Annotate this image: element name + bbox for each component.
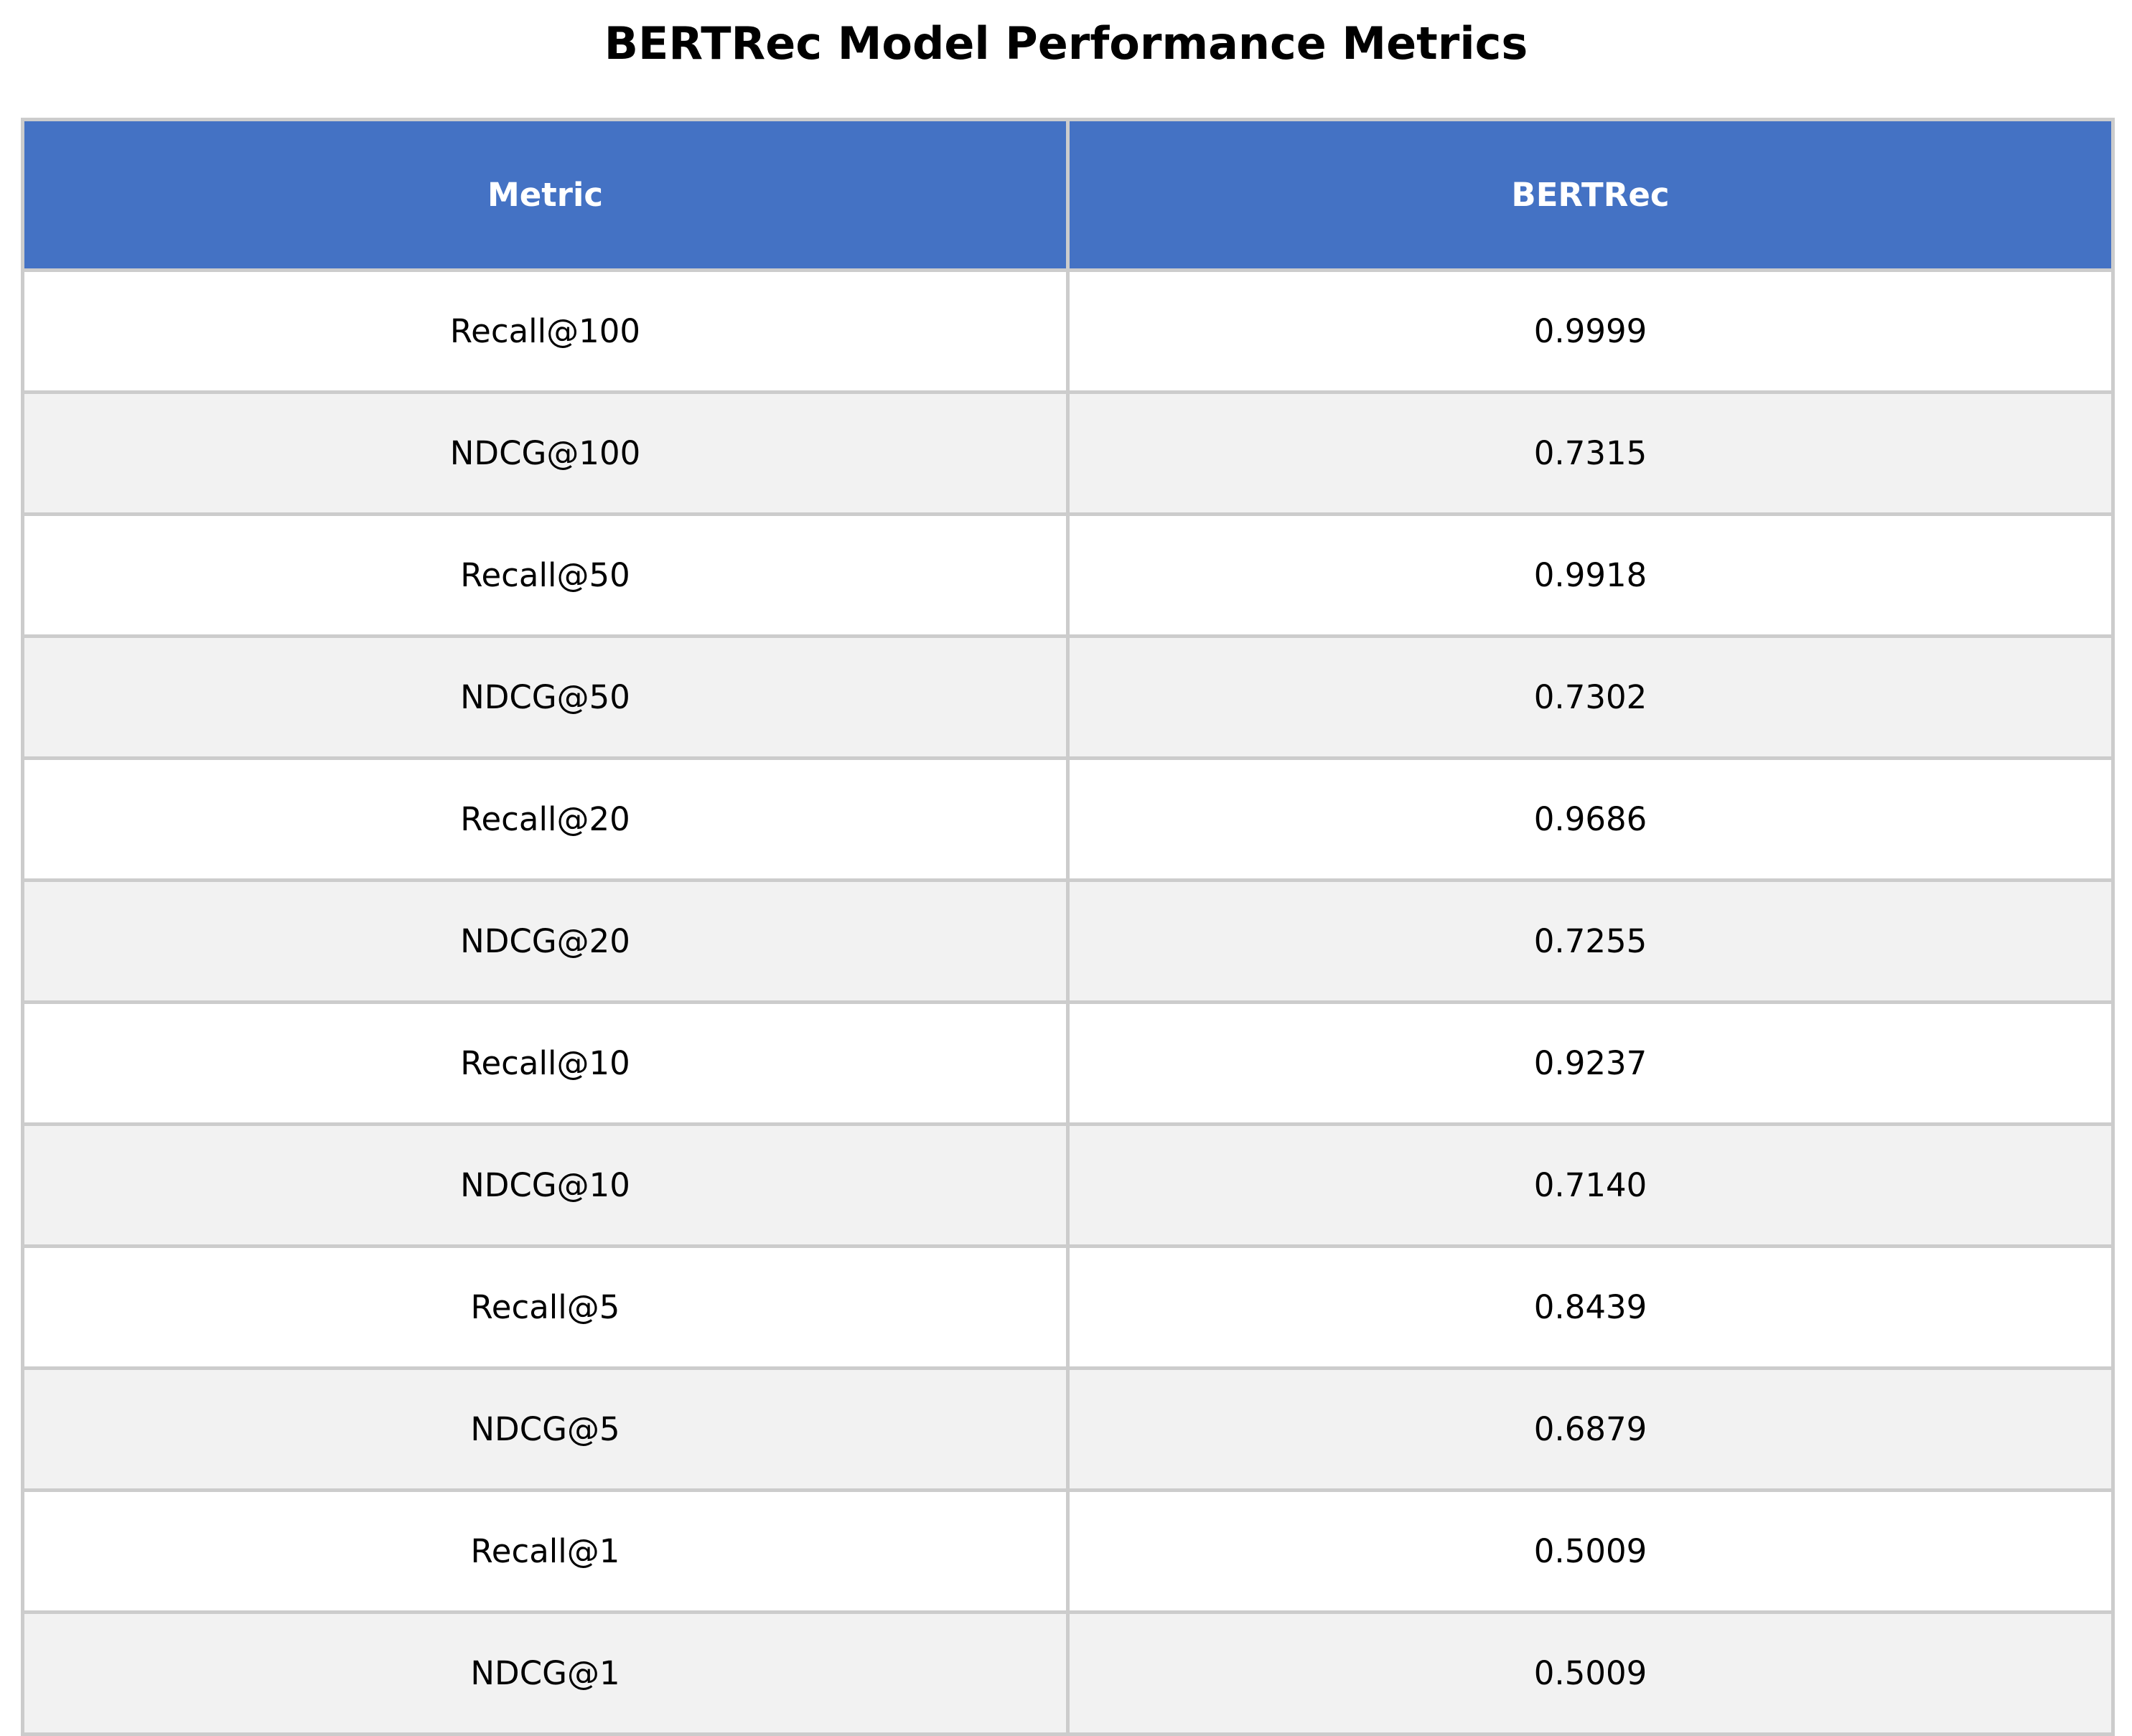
- metric-name-cell: NDCG@20: [21, 878, 1070, 1004]
- chart-title: BERTRec Model Performance Metrics: [604, 17, 1528, 70]
- metric-value-cell: 0.7302: [1066, 634, 2115, 760]
- metric-name-cell: Recall@50: [21, 512, 1070, 638]
- metric-value-cell: 0.9918: [1066, 512, 2115, 638]
- table-row: NDCG@1 0.5009: [21, 1610, 2115, 1736]
- table-row: NDCG@10 0.7140: [21, 1122, 2115, 1248]
- table-row: NDCG@100 0.7315: [21, 390, 2115, 516]
- table-row: NDCG@5 0.6879: [21, 1366, 2115, 1492]
- table-row: Recall@20 0.9686: [21, 756, 2115, 882]
- metric-value-cell: 0.7315: [1066, 390, 2115, 516]
- column-header-bertrec: BERTRec: [1066, 118, 2115, 272]
- column-header-metric: Metric: [21, 118, 1070, 272]
- metric-value-cell: 0.9237: [1066, 1000, 2115, 1126]
- metric-value-cell: 0.7140: [1066, 1122, 2115, 1248]
- metric-name-cell: NDCG@50: [21, 634, 1070, 760]
- metric-value-cell: 0.5009: [1066, 1610, 2115, 1736]
- metric-name-cell: Recall@5: [21, 1244, 1070, 1370]
- table-header-row: Metric BERTRec: [21, 118, 2115, 272]
- metric-name-cell: Recall@1: [21, 1488, 1070, 1614]
- metric-value-cell: 0.9999: [1066, 268, 2115, 394]
- table-row: Recall@1 0.5009: [21, 1488, 2115, 1614]
- metric-name-cell: Recall@10: [21, 1000, 1070, 1126]
- table-row: NDCG@50 0.7302: [21, 634, 2115, 760]
- metric-value-cell: 0.7255: [1066, 878, 2115, 1004]
- table-row: Recall@50 0.9918: [21, 512, 2115, 638]
- metric-value-cell: 0.9686: [1066, 756, 2115, 882]
- table-row: Recall@100 0.9999: [21, 268, 2115, 394]
- metric-name-cell: Recall@100: [21, 268, 1070, 394]
- metric-value-cell: 0.6879: [1066, 1366, 2115, 1492]
- metric-value-cell: 0.8439: [1066, 1244, 2115, 1370]
- metric-name-cell: NDCG@100: [21, 390, 1070, 516]
- table-row: Recall@5 0.8439: [21, 1244, 2115, 1370]
- metric-value-cell: 0.5009: [1066, 1488, 2115, 1614]
- metric-name-cell: NDCG@5: [21, 1366, 1070, 1492]
- metric-name-cell: NDCG@10: [21, 1122, 1070, 1248]
- metric-name-cell: NDCG@1: [21, 1610, 1070, 1736]
- table-row: NDCG@20 0.7255: [21, 878, 2115, 1004]
- metric-name-cell: Recall@20: [21, 756, 1070, 882]
- metrics-table: Metric BERTRec Recall@100 0.9999 NDCG@100 0…: [21, 118, 2115, 1736]
- table-body: Recall@100 0.9999 NDCG@100 0.7315 Recall@50 0…: [21, 268, 2115, 1736]
- table-row: Recall@10 0.9237: [21, 1000, 2115, 1126]
